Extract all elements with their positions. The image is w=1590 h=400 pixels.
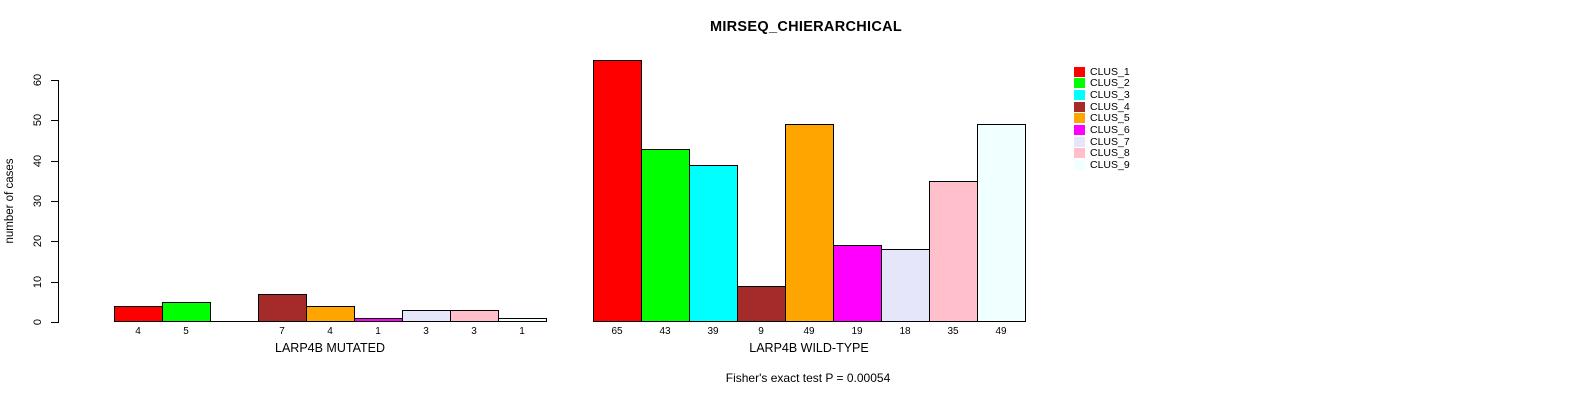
bar bbox=[785, 124, 834, 322]
legend-label: CLUS_1 bbox=[1090, 65, 1130, 78]
bar-value-label: 1 bbox=[519, 326, 525, 337]
bar bbox=[402, 310, 451, 322]
bar-value-label: 4 bbox=[135, 326, 141, 337]
y-axis-tick bbox=[51, 241, 58, 242]
legend-color-swatch bbox=[1074, 89, 1085, 100]
bar bbox=[593, 60, 642, 322]
bar-value-label: 5 bbox=[183, 326, 189, 337]
legend-color-swatch bbox=[1074, 78, 1085, 89]
y-axis-tick-label: 60 bbox=[32, 73, 44, 87]
bar-value-label: 3 bbox=[471, 326, 477, 337]
y-axis-title: number of cases bbox=[4, 158, 16, 244]
y-axis-tick-label: 40 bbox=[32, 154, 44, 168]
bar bbox=[210, 321, 259, 322]
x-axis-group-label-wildtype: LARP4B WILD-TYPE bbox=[749, 341, 869, 355]
bar bbox=[881, 249, 930, 322]
legend-label: CLUS_5 bbox=[1090, 112, 1130, 125]
legend-color-swatch bbox=[1074, 125, 1085, 135]
legend-color-swatch bbox=[1074, 136, 1085, 147]
bar-value-label: 7 bbox=[279, 326, 285, 337]
bar-value-label: 49 bbox=[995, 326, 1007, 337]
fisher-test-annotation: Fisher's exact test P = 0.00054 bbox=[725, 371, 891, 385]
legend-label: CLUS_7 bbox=[1090, 135, 1130, 148]
y-axis-tick bbox=[51, 80, 58, 81]
legend-label: CLUS_9 bbox=[1090, 159, 1130, 172]
legend-color-swatch bbox=[1074, 113, 1085, 124]
y-axis-tick bbox=[51, 201, 58, 202]
bar bbox=[162, 302, 211, 322]
y-axis-tick-label: 10 bbox=[32, 275, 44, 289]
legend-color-swatch bbox=[1074, 160, 1085, 171]
legend-label: CLUS_3 bbox=[1090, 88, 1130, 101]
y-axis-tick-label: 50 bbox=[32, 113, 44, 127]
bar-value-label: 39 bbox=[707, 326, 719, 337]
bar bbox=[833, 245, 882, 322]
bar-value-label: 49 bbox=[803, 326, 815, 337]
bar-value-label: 65 bbox=[611, 326, 623, 337]
bar-value-label: 4 bbox=[327, 326, 333, 337]
bar bbox=[498, 318, 547, 322]
bar bbox=[641, 149, 690, 322]
bar bbox=[977, 124, 1026, 322]
bar bbox=[306, 306, 355, 322]
bar bbox=[258, 294, 307, 322]
x-axis-group-label-mutated: LARP4B MUTATED bbox=[275, 341, 385, 355]
legend-label: CLUS_6 bbox=[1090, 124, 1130, 136]
chart-title: MIRSEQ_CHIERARCHICAL bbox=[709, 19, 903, 35]
bar-value-label: 1 bbox=[375, 326, 381, 337]
bar-value-label: 43 bbox=[659, 326, 671, 337]
bar-value-label: 18 bbox=[899, 326, 911, 337]
bar-value-label: 9 bbox=[758, 326, 764, 337]
y-axis bbox=[58, 80, 59, 323]
legend-color-swatch bbox=[1074, 66, 1085, 77]
legend-label: CLUS_8 bbox=[1090, 147, 1130, 160]
bar bbox=[737, 286, 786, 322]
y-axis-tick bbox=[51, 120, 58, 121]
bar-value-label: 35 bbox=[947, 326, 959, 337]
y-axis-tick bbox=[51, 322, 58, 323]
legend-color-swatch bbox=[1074, 148, 1085, 159]
bar bbox=[929, 181, 978, 322]
bar bbox=[354, 318, 403, 322]
y-axis-tick-label: 30 bbox=[32, 194, 44, 208]
bar-value-label: 19 bbox=[851, 326, 863, 337]
legend-color-swatch bbox=[1074, 101, 1085, 112]
bar-value-label: 3 bbox=[423, 326, 429, 337]
bar bbox=[689, 165, 738, 322]
y-axis-tick-label: 20 bbox=[32, 234, 44, 248]
legend-label: CLUS_2 bbox=[1090, 77, 1130, 90]
legend-label: CLUS_4 bbox=[1090, 100, 1130, 113]
bar bbox=[450, 310, 499, 322]
bar bbox=[114, 306, 163, 322]
y-axis-tick bbox=[51, 161, 58, 162]
y-axis-tick-label: 0 bbox=[32, 318, 44, 326]
y-axis-tick bbox=[51, 282, 58, 283]
